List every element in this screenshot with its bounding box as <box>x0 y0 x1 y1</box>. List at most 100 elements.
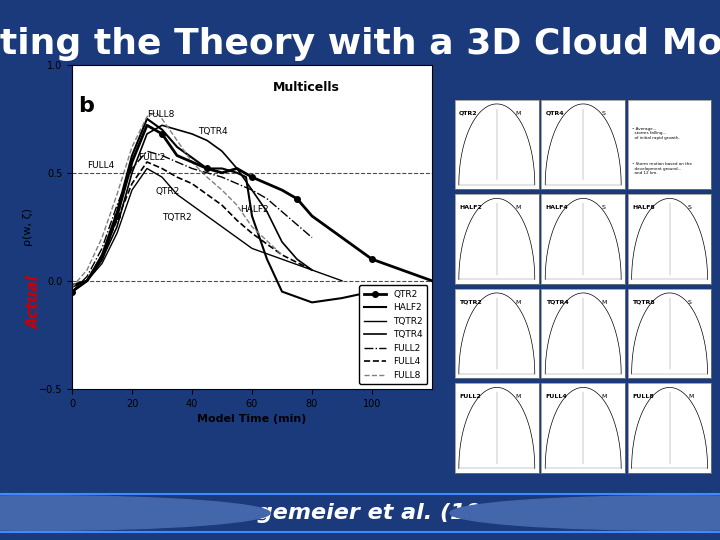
FULL4 <box>127 180 136 187</box>
TQTR4 <box>292 256 302 262</box>
Text: HALF4: HALF4 <box>546 205 568 210</box>
HALF2 <box>98 252 107 258</box>
Text: M: M <box>602 300 607 305</box>
FULL8 <box>233 202 241 208</box>
QTR2 <box>278 187 287 193</box>
Text: • Storm motion based on the
  development ground...
  and 12 km.: • Storm motion based on the development … <box>632 163 692 176</box>
FULL4 <box>83 278 91 284</box>
TQTR2 <box>143 165 151 172</box>
TQTR2 <box>98 260 107 267</box>
FULL8 <box>68 284 76 291</box>
TQTR2 <box>233 234 241 241</box>
QTR2 <box>263 180 271 187</box>
Text: QTR2: QTR2 <box>459 111 478 116</box>
Text: casa: casa <box>669 508 692 518</box>
FULL2 <box>248 187 256 193</box>
Legend: QTR2, HALF2, TQTR2, TQTR4, FULL2, FULL4, FULL8: QTR2, HALF2, TQTR2, TQTR4, FULL2, FULL4,… <box>359 285 428 384</box>
Text: FULL8: FULL8 <box>632 394 654 399</box>
TQTR4 <box>112 224 121 230</box>
FULL8 <box>217 187 226 193</box>
TQTR4 <box>203 137 212 144</box>
FULL8 <box>152 109 161 116</box>
FULL8 <box>188 159 197 165</box>
Text: FULL8: FULL8 <box>147 110 174 119</box>
HALF2 <box>278 288 287 295</box>
Text: S: S <box>688 300 692 305</box>
TQTR4 <box>307 267 316 273</box>
FULL4 <box>248 230 256 237</box>
QTR2 <box>83 278 91 284</box>
FULL4 <box>68 288 76 295</box>
FULL2 <box>278 208 287 215</box>
FULL8 <box>83 267 91 273</box>
TQTR4 <box>143 131 151 137</box>
TQTR2 <box>217 224 226 230</box>
Text: M: M <box>516 394 521 399</box>
FULL2 <box>233 180 241 187</box>
Text: S: S <box>688 205 692 210</box>
Text: TQTR2: TQTR2 <box>459 300 482 305</box>
Line: FULL2: FULL2 <box>72 151 312 292</box>
FULL2 <box>217 174 226 180</box>
HALF2 <box>203 165 212 172</box>
Text: FULL2: FULL2 <box>459 394 481 399</box>
Line: QTR2: QTR2 <box>69 123 435 294</box>
HALF2 <box>242 174 251 180</box>
FULL8 <box>112 191 121 198</box>
Text: FULL4: FULL4 <box>546 394 567 399</box>
QTR2 <box>68 288 76 295</box>
Line: HALF2: HALF2 <box>72 119 372 302</box>
QTR2 <box>428 278 436 284</box>
HALF2 <box>233 170 241 176</box>
TQTR4 <box>158 122 166 129</box>
QTR2 <box>397 267 406 273</box>
Circle shape <box>0 496 270 530</box>
QTR2 <box>217 170 226 176</box>
TQTR4 <box>173 126 181 133</box>
Text: b: b <box>78 96 94 116</box>
Text: M: M <box>516 205 521 210</box>
FULL2 <box>68 288 76 295</box>
Text: TQTR8: TQTR8 <box>632 300 654 305</box>
Text: Actual: Actual <box>27 275 42 329</box>
QTR2 <box>233 165 241 172</box>
QTR2 <box>127 159 136 165</box>
HALF2 <box>307 299 316 306</box>
FULL4 <box>143 159 151 165</box>
TQTR2 <box>68 284 76 291</box>
FULL8 <box>158 116 166 122</box>
TQTR4 <box>278 239 287 245</box>
FULL4 <box>278 252 287 258</box>
QTR2 <box>338 234 346 241</box>
TQTR4 <box>233 165 241 172</box>
TQTR4 <box>263 208 271 215</box>
TQTR4 <box>217 148 226 154</box>
FULL2 <box>83 273 91 280</box>
Text: M: M <box>516 111 521 116</box>
FULL2 <box>127 165 136 172</box>
HALF2 <box>263 256 271 262</box>
TQTR2 <box>112 230 121 237</box>
Text: TQTR4: TQTR4 <box>546 300 568 305</box>
TQTR2 <box>173 191 181 198</box>
HALF2 <box>68 282 76 288</box>
Circle shape <box>450 496 720 530</box>
X-axis label: Model Time (min): Model Time (min) <box>197 414 307 424</box>
QTR2 <box>368 256 377 262</box>
Text: TQTR2: TQTR2 <box>162 213 192 222</box>
QTR2 <box>173 152 181 159</box>
FULL2 <box>203 170 212 176</box>
Y-axis label: ρ(w, ζ): ρ(w, ζ) <box>23 208 33 246</box>
FULL4 <box>188 180 197 187</box>
TQTR2 <box>127 187 136 193</box>
FULL2 <box>112 202 121 208</box>
Text: S: S <box>602 205 606 210</box>
HALF2 <box>217 165 226 172</box>
HALF2 <box>158 126 166 133</box>
TQTR2 <box>188 202 197 208</box>
FULL8 <box>173 137 181 144</box>
FULL8 <box>248 224 256 230</box>
FULL4 <box>203 191 212 198</box>
FULL8 <box>203 174 212 180</box>
Text: Multicells: Multicells <box>273 80 339 94</box>
